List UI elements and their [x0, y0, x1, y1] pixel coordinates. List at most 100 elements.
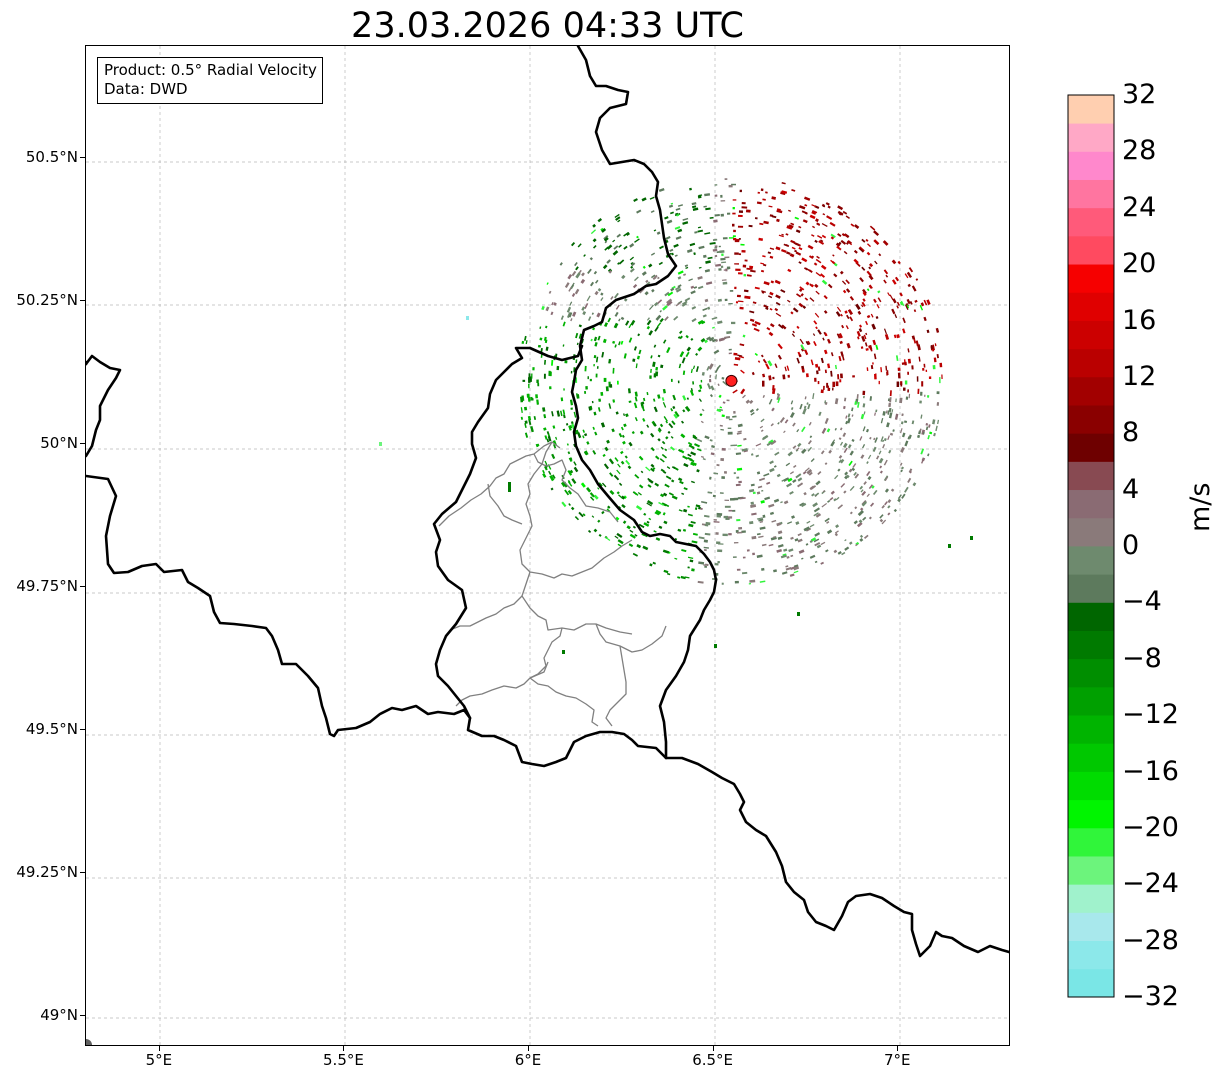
radar-echo [909, 301, 913, 305]
radar-echo [809, 485, 815, 491]
radar-echo [797, 482, 804, 488]
radar-echo [695, 366, 699, 373]
radar-echo [682, 528, 687, 532]
radar-echo [585, 386, 588, 390]
radar-echo [674, 411, 680, 418]
radar-echo [759, 477, 766, 482]
radar-echo [732, 223, 735, 227]
radar-echo [804, 204, 808, 207]
radar-echo [567, 489, 573, 495]
radar-echo [737, 300, 744, 303]
radar-echo [697, 285, 704, 290]
radar-echo [728, 509, 733, 512]
radar-echo [724, 499, 730, 501]
radar-echo [805, 543, 809, 546]
radar-echo [731, 321, 736, 325]
radar-echo [783, 477, 790, 482]
map-plot-area[interactable] [85, 45, 1010, 1046]
radar-echo [680, 433, 686, 439]
radar-echo [600, 391, 604, 396]
radar-echo [871, 323, 877, 330]
radar-echo [674, 226, 681, 230]
radar-echo [885, 410, 888, 414]
radar-echo [808, 471, 813, 476]
radar-echo [797, 442, 802, 448]
radar-echo [589, 405, 593, 410]
radar-echo [648, 330, 654, 336]
radar-echo [688, 444, 695, 449]
radar-echo [894, 413, 899, 420]
radar-echo [696, 469, 700, 473]
radar-echo [692, 381, 695, 385]
radar-echo [655, 455, 660, 460]
radar-echo [734, 240, 740, 243]
radar-echo [923, 299, 928, 306]
radar-echo [798, 354, 802, 358]
radar-echo [887, 512, 891, 516]
radar-echo [569, 399, 574, 406]
radar-echo [646, 391, 649, 396]
radar-echo [624, 455, 628, 459]
radar-echo [905, 396, 909, 400]
radar-echo [820, 541, 826, 546]
radar-echo [546, 438, 550, 443]
radar-echo [741, 571, 748, 575]
radar-echo [810, 359, 814, 366]
radar-echo [761, 543, 767, 547]
radar-echo [570, 284, 575, 290]
lat-tick-mark [80, 300, 85, 301]
radar-echo [774, 451, 780, 456]
radar-echo [601, 227, 607, 233]
radar-echo [689, 187, 692, 191]
radar-echo [769, 511, 774, 516]
radar-echo [549, 386, 552, 390]
radar-echo [675, 207, 681, 211]
radar-echo [556, 410, 561, 417]
radar-echo [768, 543, 774, 547]
radar-echo [740, 388, 746, 395]
radar-echo [696, 448, 702, 452]
radar-echo [817, 366, 821, 371]
radar-echo [802, 219, 808, 224]
radar-echo [777, 397, 781, 404]
radar-echo [812, 393, 815, 400]
radar-echo [761, 290, 766, 293]
radar-echo [536, 443, 540, 447]
radar-echo [546, 282, 549, 285]
radar-echo [729, 290, 734, 292]
radar-echo [746, 274, 752, 277]
radar-echo [530, 425, 534, 433]
radar-echo [641, 197, 647, 202]
radar-echo [780, 554, 787, 559]
radar-echo [672, 394, 677, 401]
radar-echo [574, 288, 580, 295]
radar-echo [875, 316, 879, 320]
radar-echo [874, 373, 877, 380]
radar-echo [776, 548, 783, 553]
colorbar-segment [1068, 686, 1114, 716]
radar-echo [531, 373, 533, 379]
radar-echo [794, 538, 799, 542]
radar-echo [761, 567, 765, 571]
radar-echo [560, 481, 566, 488]
radar-echo [671, 466, 676, 470]
radar-echo [669, 211, 674, 215]
radar-echo [542, 473, 547, 478]
radar-echo [704, 298, 709, 303]
radar-echo [635, 505, 643, 511]
radar-echo [662, 305, 668, 311]
radar-echo [809, 435, 813, 439]
radar-echo [882, 240, 889, 246]
lat-tick-label: 50°N [40, 433, 78, 452]
radar-echo [814, 560, 818, 564]
radar-echo [827, 499, 831, 503]
radar-echo [634, 417, 638, 422]
radar-echo [816, 223, 821, 226]
radar-echo [582, 435, 585, 439]
colorbar-segment [1068, 489, 1114, 519]
radar-echo [629, 243, 635, 248]
radar-echo [763, 473, 770, 477]
radar-echo [856, 521, 863, 528]
corner-marker [86, 1039, 92, 1045]
radar-echo [720, 200, 726, 202]
